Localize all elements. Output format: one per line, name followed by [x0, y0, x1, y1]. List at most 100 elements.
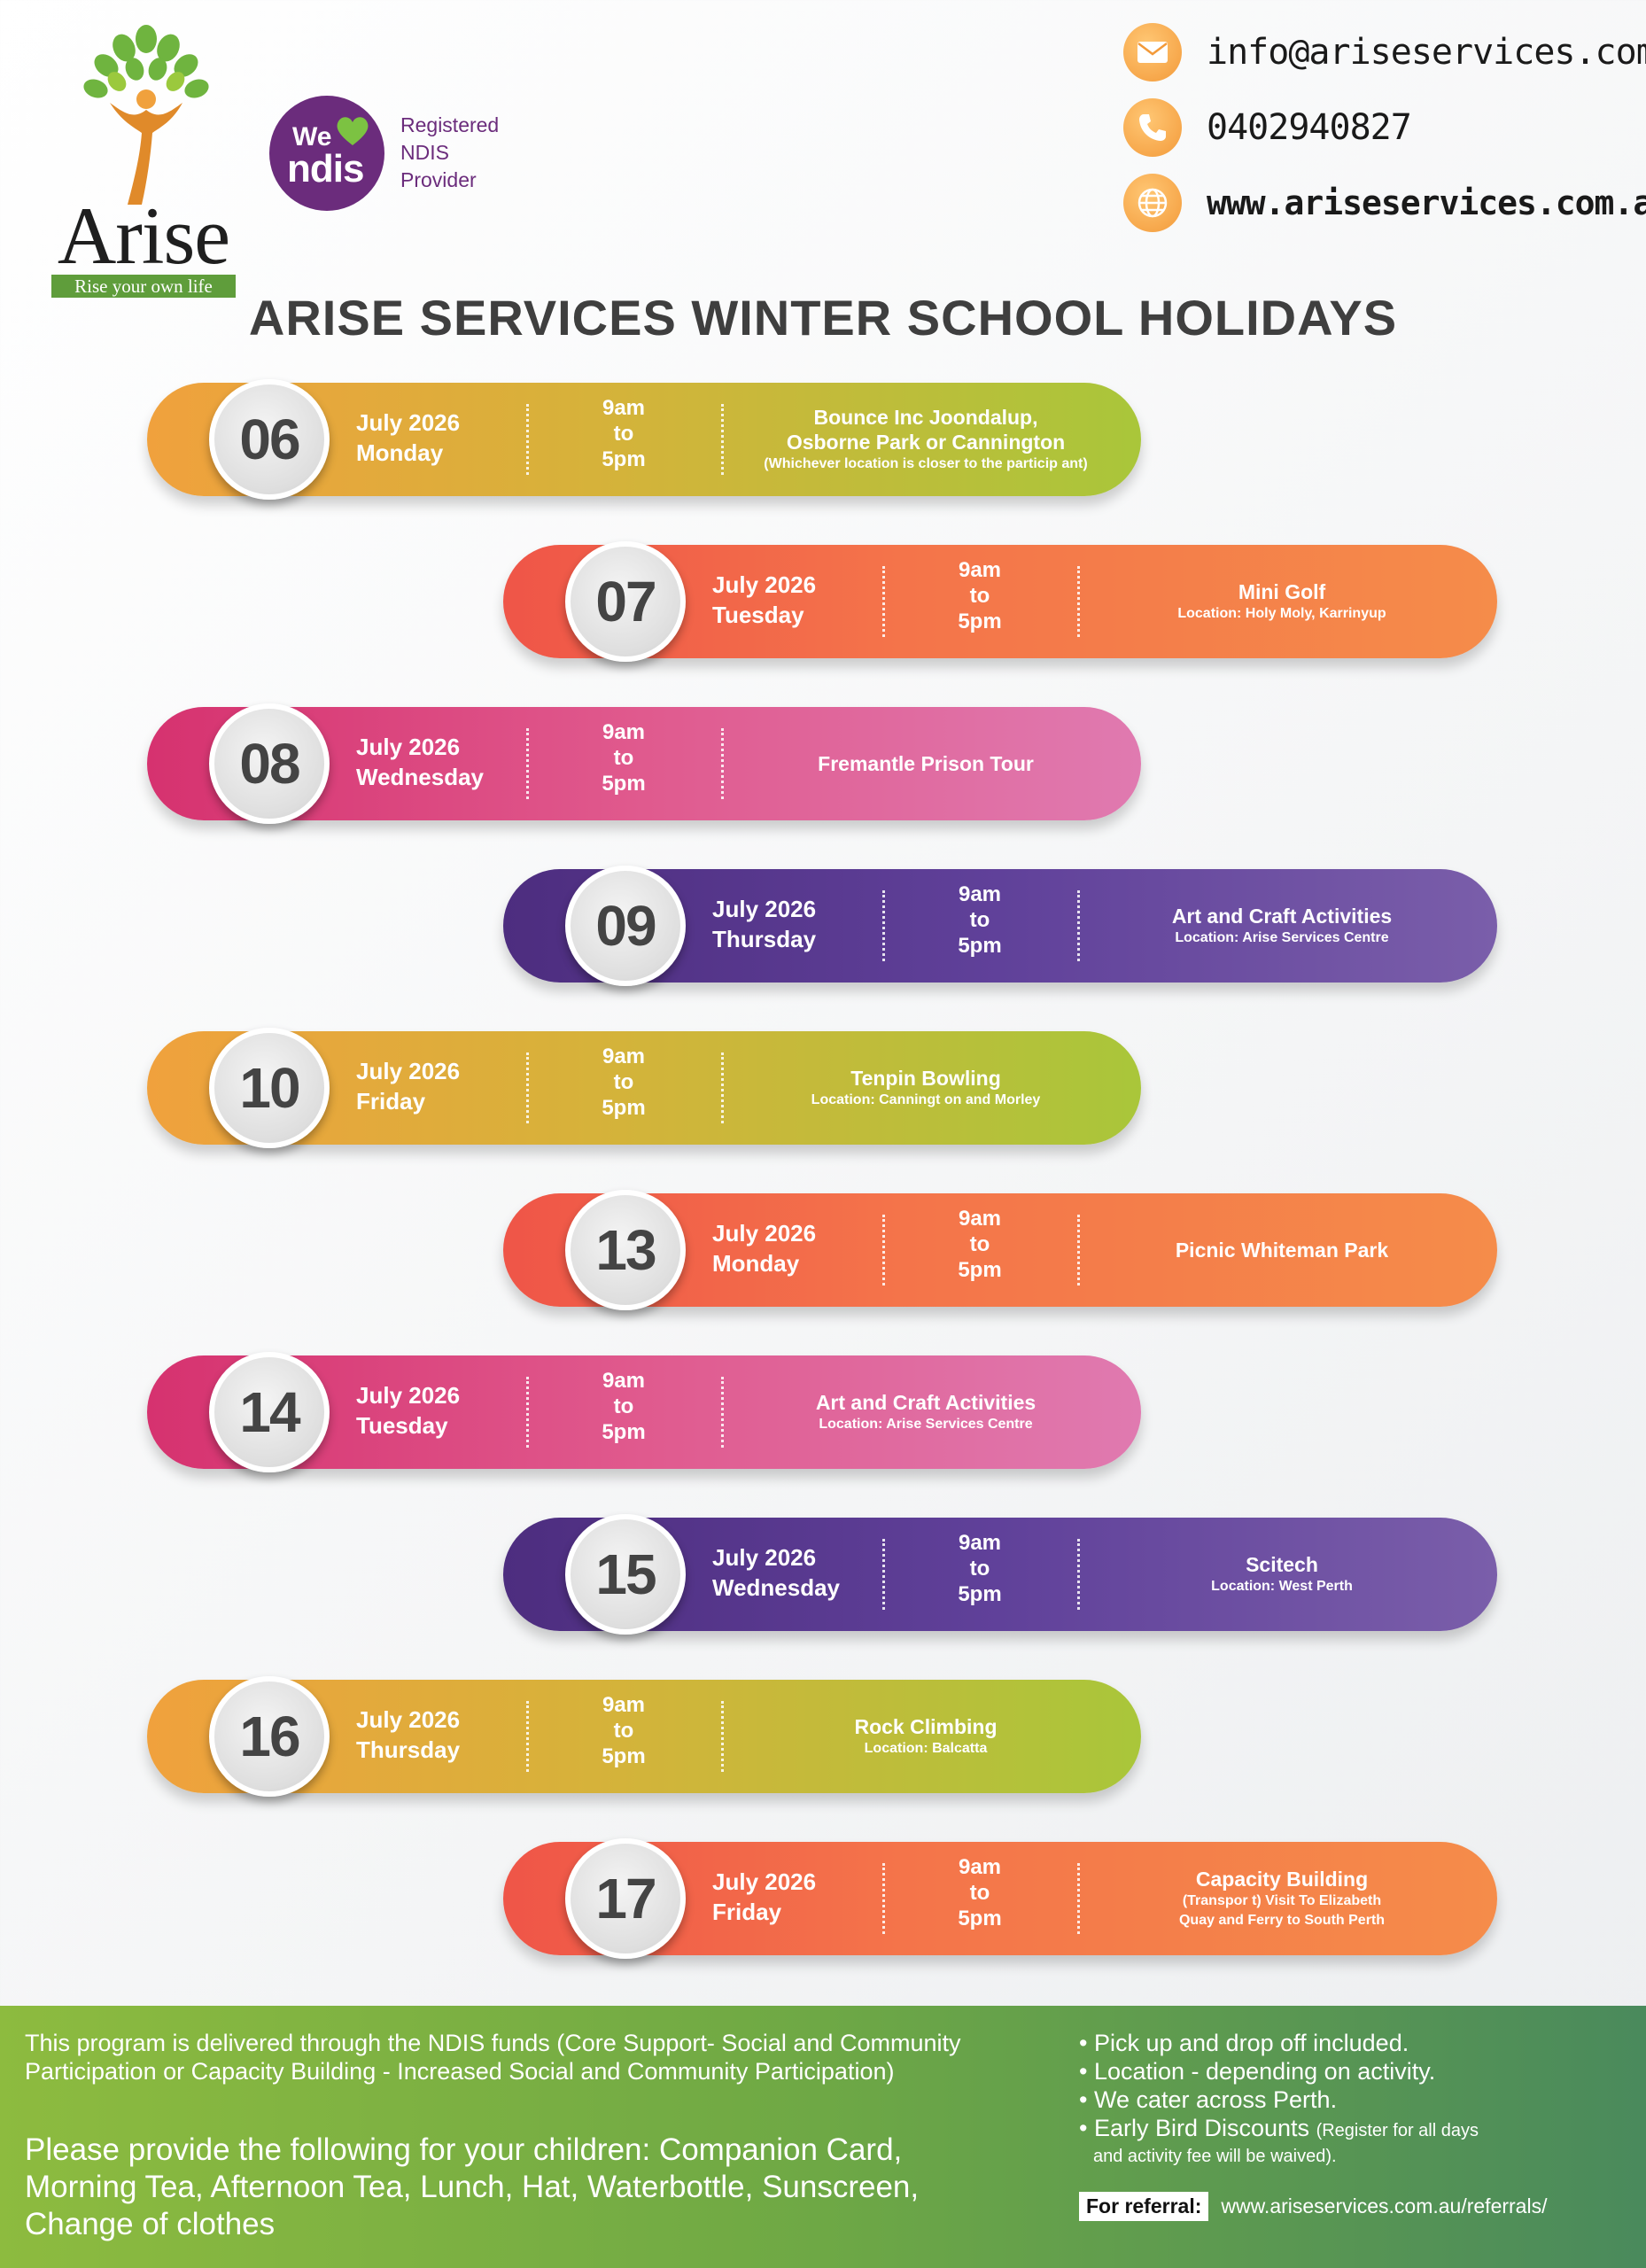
- event-row: 15 July 2026 Wednesday 9am to 5pm Scitech L…: [503, 1514, 1497, 1635]
- globe-icon: [1123, 174, 1182, 232]
- divider: [1077, 890, 1080, 961]
- event-time-start: 9am: [602, 720, 646, 744]
- event-title: Capacity Building: [1195, 1868, 1369, 1891]
- event-time-start: 9am: [958, 1855, 1002, 1879]
- event-time-start: 9am: [958, 882, 1002, 906]
- event-location: (Whichever location is closer to the par…: [764, 456, 1088, 471]
- ndis-we-text: We: [292, 122, 332, 151]
- divider: [1077, 566, 1080, 637]
- event-time-to: to: [613, 1070, 634, 1094]
- event-time: 9am to 5pm: [555, 395, 693, 472]
- event-location: Location: Balcatta: [864, 1741, 988, 1756]
- event-day: 08: [209, 703, 330, 824]
- event-location: (Transpor t) Visit To Elizabeth: [1182, 1893, 1382, 1908]
- event-time-end: 5pm: [958, 1258, 1002, 1282]
- event-time-to: to: [969, 1881, 990, 1905]
- event-activity: Art and Craft Activities Location: Arise…: [737, 1355, 1114, 1469]
- event-time-end: 5pm: [958, 934, 1002, 958]
- list-item-text: Early Bird Discounts: [1093, 2115, 1310, 2141]
- event-weekday: Thursday: [356, 1736, 461, 1763]
- event-weekday: Wednesday: [356, 764, 485, 790]
- event-weekday: Monday: [356, 439, 444, 466]
- divider: [721, 1052, 724, 1123]
- benefits-list: • Pick up and drop off included. • Locat…: [1079, 2029, 1628, 2168]
- ndis-badge: We ndis: [269, 96, 384, 211]
- event-month: July 2026: [356, 1058, 461, 1084]
- event-weekday: Monday: [712, 1250, 800, 1277]
- ndis-word: ndis: [287, 147, 364, 190]
- event-time-start: 9am: [602, 1693, 646, 1717]
- event-row: 14 July 2026 Tuesday 9am to 5pm Art and Cra…: [147, 1352, 1141, 1472]
- event-time-start: 9am: [958, 558, 1002, 582]
- event-title: Picnic Whiteman Park: [1175, 1239, 1389, 1262]
- phone-icon: [1123, 98, 1182, 157]
- list-item-text: Pick up and drop off included.: [1093, 2030, 1409, 2056]
- event-time-to: to: [969, 584, 990, 608]
- tree-person-icon: [83, 25, 209, 205]
- arise-logo: Arise Rise your own life: [46, 23, 241, 298]
- event-time-end: 5pm: [958, 1582, 1002, 1606]
- event-time-to: to: [613, 1394, 634, 1418]
- event-date: July 2026 Monday: [356, 408, 460, 468]
- event-weekday: Tuesday: [356, 1412, 448, 1439]
- divider: [882, 1539, 885, 1610]
- event-time: 9am to 5pm: [911, 557, 1049, 634]
- event-time-to: to: [613, 746, 634, 770]
- event-day: 16: [209, 1676, 330, 1797]
- divider: [882, 1215, 885, 1285]
- contact-email[interactable]: info@ariseservices.com.au: [1123, 23, 1646, 82]
- divider: [721, 404, 724, 475]
- event-date: July 2026 Friday: [712, 1867, 816, 1927]
- event-row: 17 July 2026 Friday 9am to 5pm Capacity Bui…: [503, 1838, 1497, 1959]
- event-activity: Scitech Location: West Perth: [1093, 1518, 1471, 1631]
- website-text[interactable]: www.ariseservices.com.au: [1207, 183, 1646, 222]
- event-time-start: 9am: [958, 1531, 1002, 1555]
- ndis-funding-note: This program is delivered through the ND…: [25, 2030, 961, 2085]
- contact-website[interactable]: www.ariseservices.com.au: [1123, 174, 1646, 232]
- divider: [721, 1377, 724, 1448]
- event-month: July 2026: [712, 571, 817, 598]
- event-time-to: to: [613, 422, 634, 446]
- event-location: Location: Arise Services Centre: [819, 1417, 1033, 1432]
- event-day: 07: [565, 541, 686, 662]
- event-day: 13: [565, 1190, 686, 1310]
- event-day: 14: [209, 1352, 330, 1472]
- event-activity: Art and Craft Activities Location: Arise…: [1093, 869, 1471, 983]
- brand-name: Arise: [57, 190, 230, 281]
- event-activity: Fremantle Prison Tour: [737, 707, 1114, 820]
- divider: [526, 1052, 529, 1123]
- event-row: 08 July 2026 Wednesday 9am to 5pm Fremantle…: [147, 703, 1141, 824]
- event-time-end: 5pm: [958, 610, 1002, 633]
- event-time-end: 5pm: [602, 772, 646, 796]
- event-time-to: to: [969, 1232, 990, 1256]
- phone-text[interactable]: 0402940827: [1207, 107, 1412, 148]
- event-location-line2: Quay and Ferry to South Perth: [1178, 1913, 1386, 1928]
- event-weekday: Wednesday: [712, 1574, 841, 1601]
- event-time: 9am to 5pm: [555, 1044, 693, 1121]
- divider: [1077, 1215, 1080, 1285]
- event-activity: Tenpin Bowling Location: Canningt on and…: [737, 1031, 1114, 1145]
- referral-link[interactable]: www.ariseservices.com.au/referrals/: [1221, 2194, 1548, 2218]
- referral-label: For referral:: [1079, 2192, 1209, 2221]
- contact-phone[interactable]: 0402940827: [1123, 98, 1412, 157]
- event-time: 9am to 5pm: [911, 882, 1049, 959]
- list-item: • We cater across Perth.: [1079, 2086, 1338, 2113]
- event-time-to: to: [613, 1719, 634, 1743]
- divider: [721, 728, 724, 799]
- event-time-to: to: [969, 1557, 990, 1581]
- event-time: 9am to 5pm: [555, 1692, 693, 1769]
- event-time: 9am to 5pm: [555, 1368, 693, 1445]
- event-date: July 2026 Monday: [712, 1218, 816, 1278]
- email-text[interactable]: info@ariseservices.com.au: [1207, 32, 1646, 73]
- event-activity: Rock Climbing Location: Balcatta: [737, 1680, 1114, 1793]
- event-month: July 2026: [356, 1706, 461, 1733]
- event-location: Location: West Perth: [1211, 1579, 1353, 1594]
- ndis-line: Registered: [400, 113, 500, 136]
- event-date: July 2026 Wednesday: [356, 732, 484, 792]
- event-month: July 2026: [712, 1544, 817, 1571]
- divider: [1077, 1863, 1080, 1934]
- event-time-start: 9am: [958, 1207, 1002, 1231]
- divider: [721, 1701, 724, 1772]
- event-location: Location: Canningt on and Morley: [811, 1092, 1041, 1107]
- divider: [1077, 1539, 1080, 1610]
